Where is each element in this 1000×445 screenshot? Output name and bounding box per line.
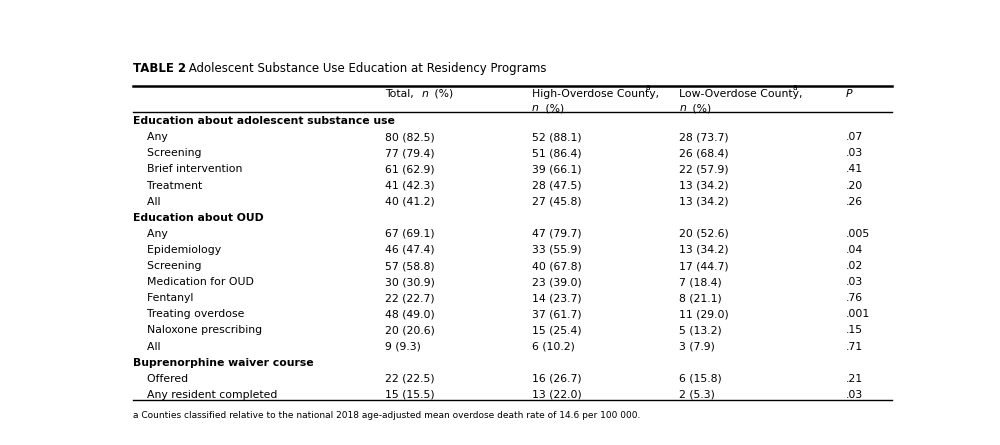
Text: All: All	[133, 197, 160, 206]
Text: All: All	[133, 342, 160, 352]
Text: 23 (39.0): 23 (39.0)	[532, 277, 582, 287]
Text: Any: Any	[133, 132, 168, 142]
Text: 5 (13.2): 5 (13.2)	[679, 325, 722, 336]
Text: a: a	[645, 82, 650, 92]
Text: 39 (66.1): 39 (66.1)	[532, 164, 582, 174]
Text: 51 (86.4): 51 (86.4)	[532, 148, 582, 158]
Text: High-Overdose County,: High-Overdose County,	[532, 89, 659, 99]
Text: .21: .21	[846, 374, 863, 384]
Text: Low-Overdose County,: Low-Overdose County,	[679, 89, 803, 99]
Text: .71: .71	[846, 342, 863, 352]
Text: Medication for OUD: Medication for OUD	[133, 277, 254, 287]
Text: n: n	[422, 89, 429, 99]
Text: 27 (45.8): 27 (45.8)	[532, 197, 582, 206]
Text: 28 (47.5): 28 (47.5)	[532, 181, 582, 190]
Text: (%): (%)	[542, 103, 564, 113]
Text: 15 (25.4): 15 (25.4)	[532, 325, 582, 336]
Text: Epidemiology: Epidemiology	[133, 245, 221, 255]
Text: Total,: Total,	[385, 89, 417, 99]
Text: 20 (52.6): 20 (52.6)	[679, 229, 729, 239]
Text: .20: .20	[846, 181, 863, 190]
Text: Fentanyl: Fentanyl	[133, 293, 193, 303]
Text: a Counties classified relative to the national 2018 age-adjusted mean overdose d: a Counties classified relative to the na…	[133, 410, 640, 420]
Text: 61 (62.9): 61 (62.9)	[385, 164, 434, 174]
Text: Offered: Offered	[133, 374, 188, 384]
Text: TABLE 2: TABLE 2	[133, 62, 186, 75]
Text: 6 (15.8): 6 (15.8)	[679, 374, 722, 384]
Text: .001: .001	[846, 309, 870, 320]
Text: Screening: Screening	[133, 148, 201, 158]
Text: Any: Any	[133, 229, 168, 239]
Text: Education about OUD: Education about OUD	[133, 213, 264, 223]
Text: 46 (47.4): 46 (47.4)	[385, 245, 434, 255]
Text: .41: .41	[846, 164, 863, 174]
Text: Naloxone prescribing: Naloxone prescribing	[133, 325, 262, 336]
Text: 77 (79.4): 77 (79.4)	[385, 148, 434, 158]
Text: 13 (34.2): 13 (34.2)	[679, 197, 729, 206]
Text: Education about adolescent substance use: Education about adolescent substance use	[133, 116, 395, 126]
Text: Treating overdose: Treating overdose	[133, 309, 244, 320]
Text: (%): (%)	[431, 89, 453, 99]
Text: 20 (20.6): 20 (20.6)	[385, 325, 434, 336]
Text: 40 (67.8): 40 (67.8)	[532, 261, 582, 271]
Text: Adolescent Substance Use Education at Residency Programs: Adolescent Substance Use Education at Re…	[185, 62, 547, 75]
Text: .15: .15	[846, 325, 863, 336]
Text: 13 (22.0): 13 (22.0)	[532, 390, 582, 400]
Text: .03: .03	[846, 277, 863, 287]
Text: 40 (41.2): 40 (41.2)	[385, 197, 434, 206]
Text: Buprenorphine waiver course: Buprenorphine waiver course	[133, 358, 313, 368]
Text: 37 (61.7): 37 (61.7)	[532, 309, 582, 320]
Text: 8 (21.1): 8 (21.1)	[679, 293, 722, 303]
Text: .03: .03	[846, 390, 863, 400]
Text: 2 (5.3): 2 (5.3)	[679, 390, 715, 400]
Text: .02: .02	[846, 261, 863, 271]
Text: 17 (44.7): 17 (44.7)	[679, 261, 729, 271]
Text: 22 (22.5): 22 (22.5)	[385, 374, 434, 384]
Text: a: a	[792, 82, 797, 92]
Text: 26 (68.4): 26 (68.4)	[679, 148, 729, 158]
Text: .07: .07	[846, 132, 863, 142]
Text: 16 (26.7): 16 (26.7)	[532, 374, 582, 384]
Text: 30 (30.9): 30 (30.9)	[385, 277, 434, 287]
Text: Treatment: Treatment	[133, 181, 202, 190]
Text: 22 (57.9): 22 (57.9)	[679, 164, 729, 174]
Text: 52 (88.1): 52 (88.1)	[532, 132, 582, 142]
Text: (%): (%)	[689, 103, 711, 113]
Text: 67 (69.1): 67 (69.1)	[385, 229, 434, 239]
Text: 57 (58.8): 57 (58.8)	[385, 261, 434, 271]
Text: 41 (42.3): 41 (42.3)	[385, 181, 434, 190]
Text: 13 (34.2): 13 (34.2)	[679, 181, 729, 190]
Text: .26: .26	[846, 197, 863, 206]
Text: 33 (55.9): 33 (55.9)	[532, 245, 582, 255]
Text: 80 (82.5): 80 (82.5)	[385, 132, 434, 142]
Text: .005: .005	[846, 229, 870, 239]
Text: 9 (9.3): 9 (9.3)	[385, 342, 420, 352]
Text: 15 (15.5): 15 (15.5)	[385, 390, 434, 400]
Text: 47 (79.7): 47 (79.7)	[532, 229, 582, 239]
Text: Brief intervention: Brief intervention	[133, 164, 242, 174]
Text: 11 (29.0): 11 (29.0)	[679, 309, 729, 320]
Text: 13 (34.2): 13 (34.2)	[679, 245, 729, 255]
Text: 7 (18.4): 7 (18.4)	[679, 277, 722, 287]
Text: .04: .04	[846, 245, 863, 255]
Text: P: P	[846, 89, 852, 99]
Text: 6 (10.2): 6 (10.2)	[532, 342, 575, 352]
Text: Any resident completed: Any resident completed	[133, 390, 277, 400]
Text: .03: .03	[846, 148, 863, 158]
Text: n: n	[679, 103, 686, 113]
Text: Screening: Screening	[133, 261, 201, 271]
Text: 28 (73.7): 28 (73.7)	[679, 132, 729, 142]
Text: .76: .76	[846, 293, 863, 303]
Text: n: n	[532, 103, 539, 113]
Text: 22 (22.7): 22 (22.7)	[385, 293, 434, 303]
Text: 3 (7.9): 3 (7.9)	[679, 342, 715, 352]
Text: 14 (23.7): 14 (23.7)	[532, 293, 582, 303]
Text: 48 (49.0): 48 (49.0)	[385, 309, 434, 320]
